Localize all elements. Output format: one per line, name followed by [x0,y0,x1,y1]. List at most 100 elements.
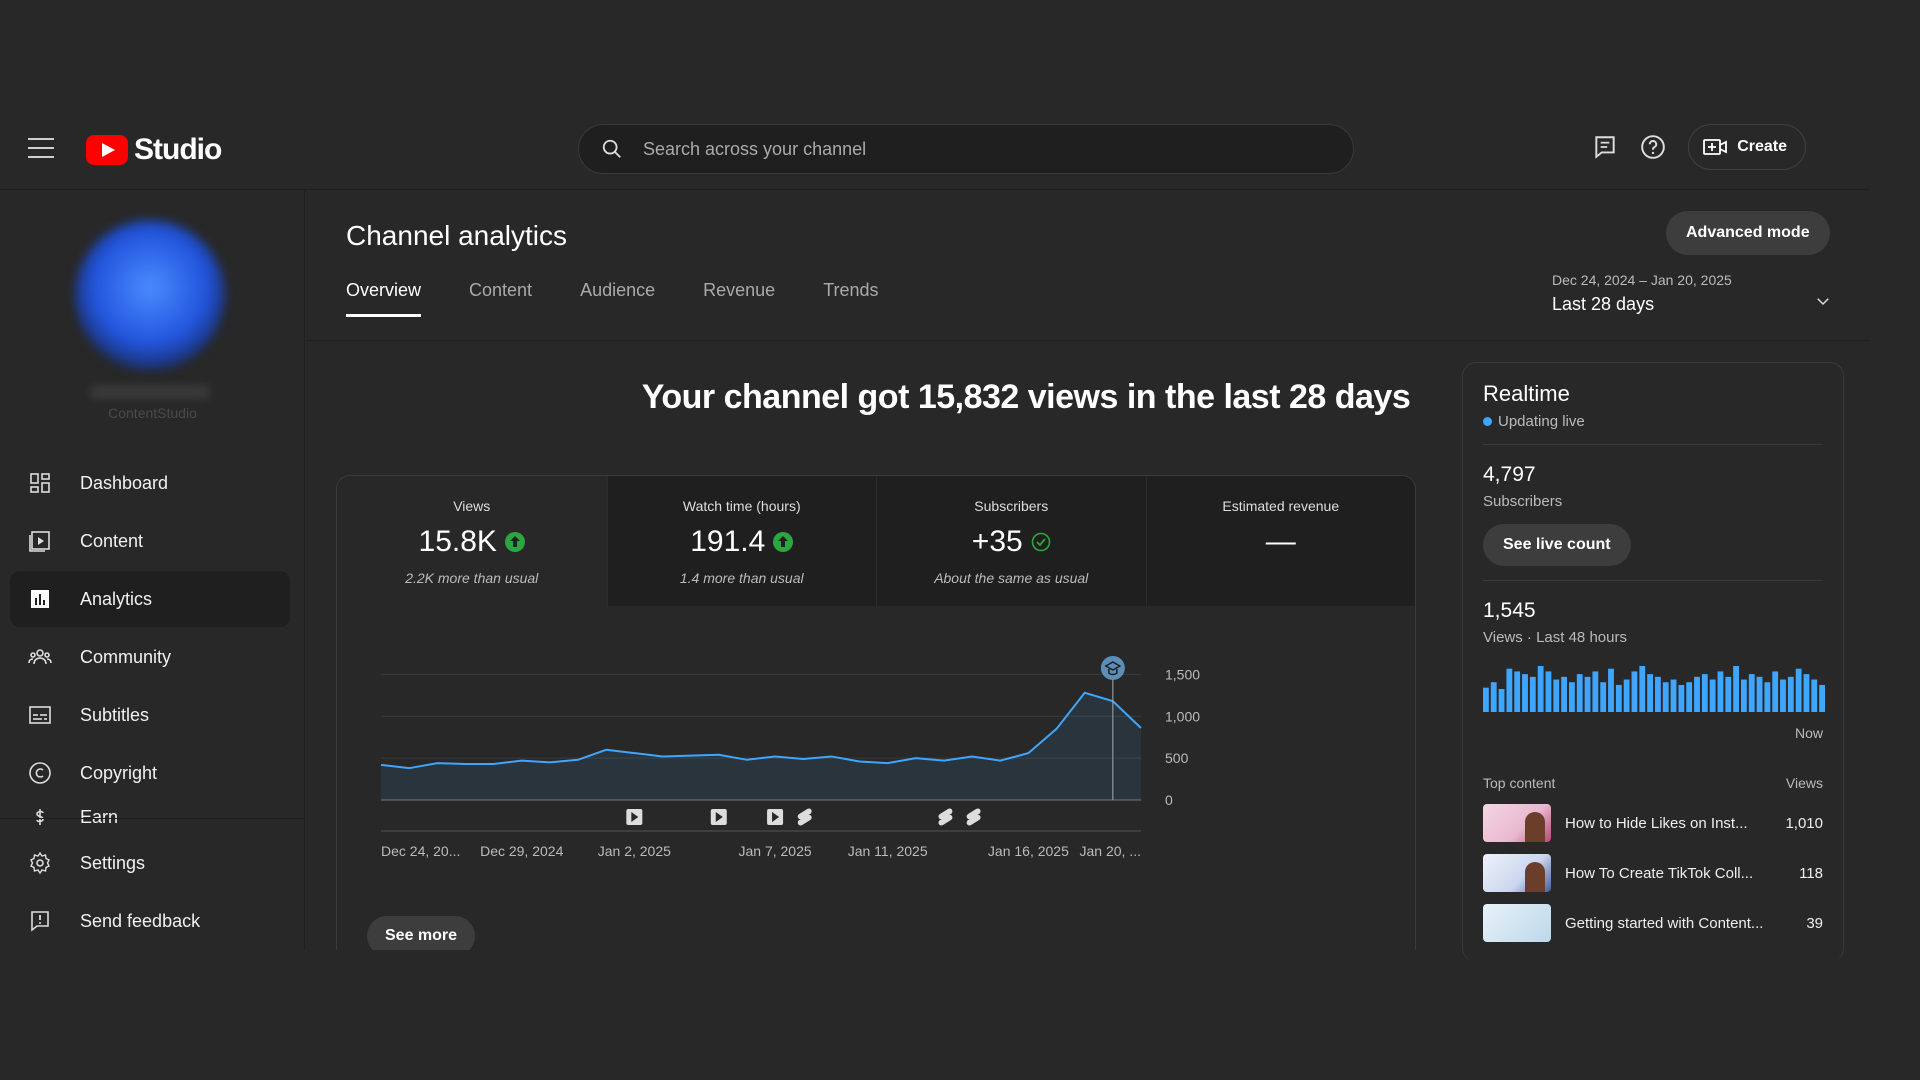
metric-views[interactable]: Views 15.8K 2.2K more than usual [337,476,607,606]
help-icon[interactable] [1640,134,1666,160]
sparkline-bar [1537,666,1544,712]
copyright-icon [29,762,51,784]
sparkline-bar [1584,676,1591,712]
metric-label: Views [453,498,491,514]
sparkline-bar [1608,668,1614,712]
data-point [464,762,467,765]
analytics-tabs: Overview Content Audience Revenue Trends [346,280,879,317]
sidebar-item-earn[interactable]: Earn [10,803,290,831]
metric-label: Watch time (hours) [682,498,801,514]
sparkline-bar [1600,682,1607,712]
views-series-line [380,691,1142,770]
see-more-button[interactable]: See more [367,916,476,950]
sparkline-bar [1694,676,1700,712]
top-content-item[interactable]: Getting started with Content... 39 [1483,904,1823,942]
sidebar-item-label: Copyright [80,762,158,783]
sidebar-item-community[interactable]: Community [10,629,290,685]
play-icon [631,812,639,822]
x-tick-label: Jan 2, 2025 [598,843,671,859]
tab-content[interactable]: Content [469,280,533,300]
sparkline-bar [1545,671,1552,712]
main-panel: Channel analytics Advanced mode Overview… [306,190,1870,962]
divider [1483,580,1823,581]
tabs-divider [306,340,1870,341]
channel-avatar[interactable] [75,220,225,370]
feedback-icon [31,911,49,932]
studio-logo[interactable]: Studio [86,130,222,170]
play-icon [772,812,780,822]
realtime-views-sparkline[interactable] [1483,662,1825,712]
metric-subscribers[interactable]: Subscribers +35 About the same as usual [876,476,1146,606]
sparkline-bar [1639,666,1646,712]
top-content-item[interactable]: How To Create TikTok Coll... 118 [1483,854,1823,892]
data-point [577,758,580,761]
data-point [436,762,439,765]
community-icon [28,649,52,665]
sparkline-bar [1569,682,1575,712]
sidebar-item-dashboard[interactable]: Dashboard [10,455,290,511]
sparkline-bar [1741,679,1747,712]
sparkline-bar [1623,679,1630,712]
sparkline-bar [1498,689,1505,712]
metric-estimated-revenue[interactable]: Estimated revenue — [1145,476,1415,606]
search-icon [602,139,621,158]
realtime-card: Realtime Updating live 4,797 Subscribers… [1462,362,1844,962]
sidebar-item-label: Community [80,646,172,667]
data-point [886,762,889,765]
top-content-views: 118 [1799,864,1823,882]
create-button[interactable]: Create [1688,124,1806,170]
y-tick-label: 1,500 [1165,666,1200,682]
metric-note: 1.4 more than usual [679,570,804,586]
data-point [717,753,720,756]
x-tick-label: Jan 20, ... [1080,843,1141,859]
sparkline-bar [1803,674,1810,712]
tab-overview[interactable]: Overview [346,280,422,317]
sparkline-bar [1506,668,1513,712]
page-title: Channel analytics [346,220,568,251]
sparkline-bar [1514,671,1521,712]
sparkline-bar [1647,674,1653,712]
data-point [661,755,664,758]
sidebar-item-settings[interactable]: Settings [10,835,290,891]
sidebar-item-copyright[interactable]: Copyright [10,745,290,801]
search-input[interactable] [643,138,1353,160]
sparkline-bar [1725,676,1732,712]
views-chart[interactable]: 0 500 1,000 1,500 Dec 24, 20... Dec 29, 2024 J… [357,636,1407,886]
sidebar-item-label: Dashboard [80,472,169,493]
sidebar-item-content[interactable]: Content [10,513,290,569]
tab-trends[interactable]: Trends [823,280,879,300]
advanced-mode-button[interactable]: Advanced mode [1666,211,1830,255]
sparkline-bar [1483,687,1489,712]
data-point [1083,691,1086,694]
youtube-logo-icon [86,135,128,165]
top-bar: Studio Create [0,110,1870,190]
sidebar-item-analytics[interactable]: Analytics [10,571,290,627]
live-dot-icon [1483,417,1492,426]
sparkline-bar [1717,671,1724,712]
sparkline-bar [1811,679,1818,712]
data-point [971,755,974,758]
data-point [408,767,411,770]
sparkline-bar [1561,676,1567,712]
sparkline-bar [1522,674,1528,712]
data-point [942,759,945,762]
sparkline-bar [1733,666,1739,712]
sparkline-bar [1553,679,1560,712]
top-content-title: How to Hide Likes on Inst... [1565,814,1748,832]
tab-audience[interactable]: Audience [580,280,656,300]
menu-icon[interactable] [28,138,54,160]
sidebar-item-subtitles[interactable]: Subtitles [10,687,290,743]
messages-icon[interactable] [1592,134,1618,160]
top-content-item[interactable]: How to Hide Likes on Inst... 1,010 [1483,804,1823,842]
tab-revenue[interactable]: Revenue [703,280,776,300]
sidebar-item-send-feedback[interactable]: Send feedback [10,893,290,949]
metrics-row: Views 15.8K 2.2K more than usual Watch t… [337,476,1415,606]
metric-watch-time[interactable]: Watch time (hours) 191.4 1.4 more than u… [606,476,876,606]
date-range-selector[interactable]: Dec 24, 2024 – Jan 20, 2025 Last 28 days [1552,272,1832,315]
search-bar[interactable] [578,124,1354,174]
sparkline-now-label: Now [1794,725,1823,741]
see-live-count-button[interactable]: See live count [1483,524,1631,566]
sparkline-bar [1615,684,1622,712]
metric-value-text: 15.8K [418,525,497,558]
sidebar: ContentStudio Dashboard Content Analytic… [0,190,305,950]
